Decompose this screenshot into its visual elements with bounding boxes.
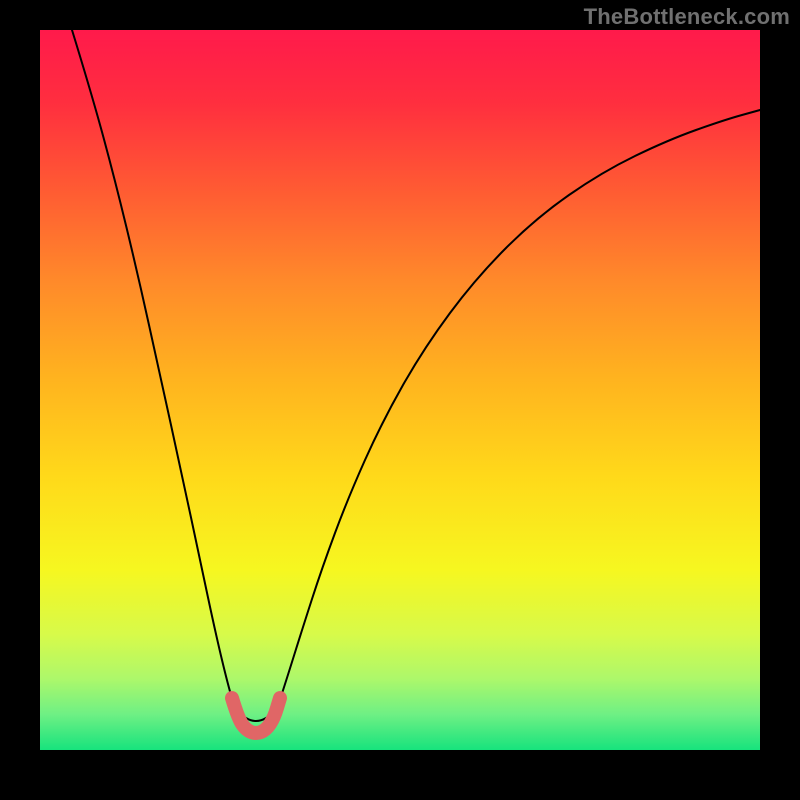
optimum-marker: [232, 698, 280, 733]
chart-container: TheBottleneck.com: [0, 0, 800, 800]
bottleneck-curve-path: [72, 30, 760, 721]
curve-layer: [0, 0, 800, 800]
watermark-label: TheBottleneck.com: [584, 4, 790, 30]
